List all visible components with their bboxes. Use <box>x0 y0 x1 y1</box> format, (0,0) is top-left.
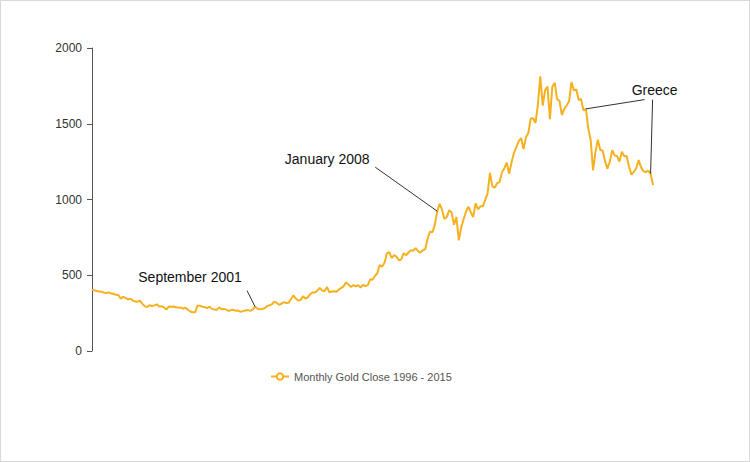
svg-text:Greece: Greece <box>632 82 678 98</box>
svg-text:Monthly Gold Close 1996 - 2015: Monthly Gold Close 1996 - 2015 <box>294 371 452 383</box>
svg-text:1000: 1000 <box>55 193 82 207</box>
svg-text:500: 500 <box>62 268 82 282</box>
svg-text:January 2008: January 2008 <box>285 151 370 167</box>
svg-text:0: 0 <box>75 344 82 358</box>
svg-text:September 2001: September 2001 <box>138 269 242 285</box>
svg-text:1500: 1500 <box>55 117 82 131</box>
svg-text:2000: 2000 <box>55 41 82 55</box>
